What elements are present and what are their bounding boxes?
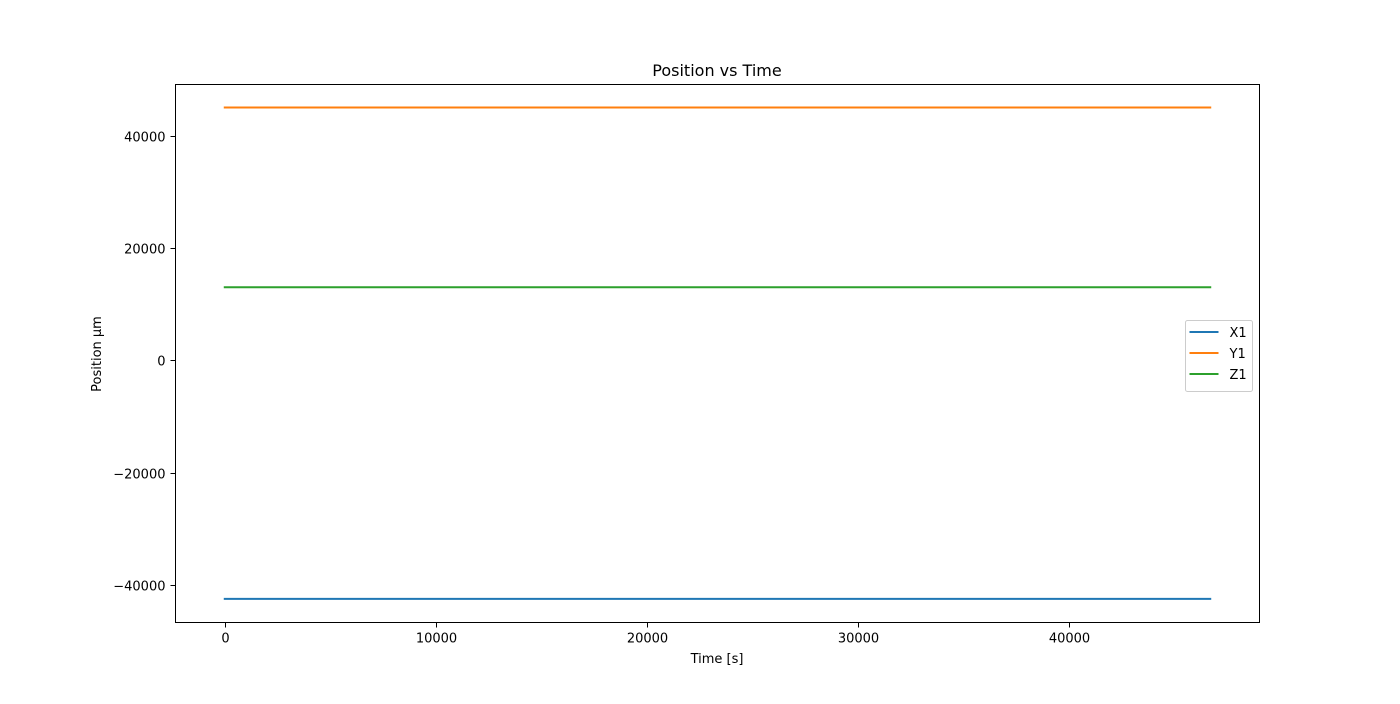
plot-frame xyxy=(175,84,1260,623)
y-tick-label: −20000 xyxy=(113,468,165,483)
y-tick-label: −40000 xyxy=(113,580,165,595)
x-tick-label: 30000 xyxy=(838,632,879,647)
y-axis-label: Position µm xyxy=(90,316,105,392)
legend: X1 Y1 Z1 xyxy=(1185,320,1253,392)
x-tick-label: 20000 xyxy=(627,632,668,647)
legend-label-z1: Z1 xyxy=(1230,368,1247,383)
y-tick-label: 0 xyxy=(157,355,165,370)
y-tick-label: 40000 xyxy=(124,131,165,146)
chart-title: Position vs Time xyxy=(652,61,781,80)
x-tick-label: 0 xyxy=(221,632,229,647)
x-axis-ticks: 0 10000 20000 30000 40000 xyxy=(221,622,1090,647)
x-tick-label: 40000 xyxy=(1049,632,1090,647)
legend-label-x1: X1 xyxy=(1230,326,1247,341)
y-axis-ticks: −40000 −20000 0 20000 40000 xyxy=(113,131,176,595)
x-tick-label: 10000 xyxy=(416,632,457,647)
legend-label-y1: Y1 xyxy=(1229,347,1246,362)
plot-area xyxy=(223,106,1212,600)
y-tick-label: 20000 xyxy=(124,243,165,258)
x-axis-label: Time [s] xyxy=(690,652,744,667)
